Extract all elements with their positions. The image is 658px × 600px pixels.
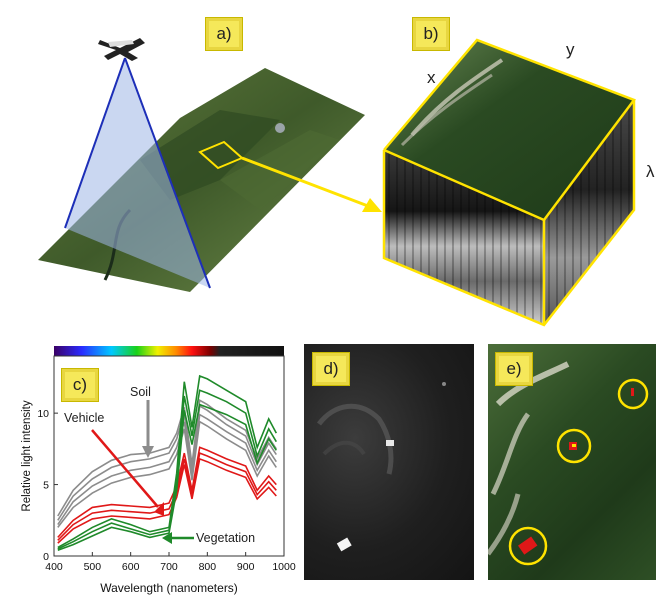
cube-top-face [384,40,634,220]
spectral-chart: 400 500 600 700 800 900 1000 0 5 10 Relative ligh… [21,346,296,595]
detected-bright-spot [386,440,394,446]
x-tick-label: 500 [84,561,102,573]
series-line-vegetation [57,389,277,550]
panel-label-e: e) [495,352,533,386]
panel-e-overlay [488,361,649,566]
series-line-vegetation [57,403,277,552]
y-tick-label: 10 [37,408,49,420]
soil-arrow-icon [142,446,154,458]
panel-label-b-text: b) [423,24,439,43]
hyperspectral-cube [382,38,636,327]
panel-label-e-text: e) [506,359,522,378]
annotation-soil: Soil [130,385,151,399]
detection-circle-1 [617,378,649,410]
x-tick-label: 800 [199,561,217,573]
series-line-vegetation [57,374,278,549]
detection-circle-2 [556,428,592,464]
aircraft-icon [98,38,145,61]
spectrum-color-bar [54,346,284,356]
series-line-vehicle [57,446,277,538]
panel-d-texture [317,382,446,552]
x-tick-label: 700 [160,561,178,573]
cube-axis-y: y [566,40,575,59]
x-axis-label: Wavelength (nanometers) [100,581,238,595]
x-tick-label: 900 [237,561,255,573]
x-tick-label: 1000 [272,561,296,573]
panel-label-b: b) [412,17,450,51]
x-tick-label: 400 [45,561,63,573]
series-line-soil [57,413,277,526]
detection-circle-3 [508,526,548,566]
y-axis-label: Relative light intensity [21,400,33,511]
annotation-vegetation: Vegetation [196,531,255,545]
y-tick-label: 5 [43,480,49,492]
annotation-vehicle: Vehicle [64,411,104,425]
panel-label-c-text: c) [72,375,88,394]
panel-a-illustration [38,38,382,292]
series-line-soil [57,420,277,528]
x-tick-label: 600 [122,561,140,573]
yellow-arrow-icon [362,198,382,212]
cube-axis-x: x [427,68,436,87]
series-line-vehicle [57,457,277,544]
vehicle-arrow-icon [154,502,164,516]
y-tick-label: 0 [43,551,49,563]
sensor-footprint [65,58,210,288]
panel-label-c: c) [61,368,99,402]
vegetation-arrow-icon [162,532,172,544]
series-line-vehicle [57,452,277,541]
panel-label-a-text: a) [216,24,232,43]
detected-vehicle-spot [336,537,352,552]
panel-label-d-text: d) [323,359,339,378]
panel-label-d: d) [312,352,350,386]
panel-label-a: a) [205,17,243,51]
cube-axis-lambda: λ [646,162,655,181]
